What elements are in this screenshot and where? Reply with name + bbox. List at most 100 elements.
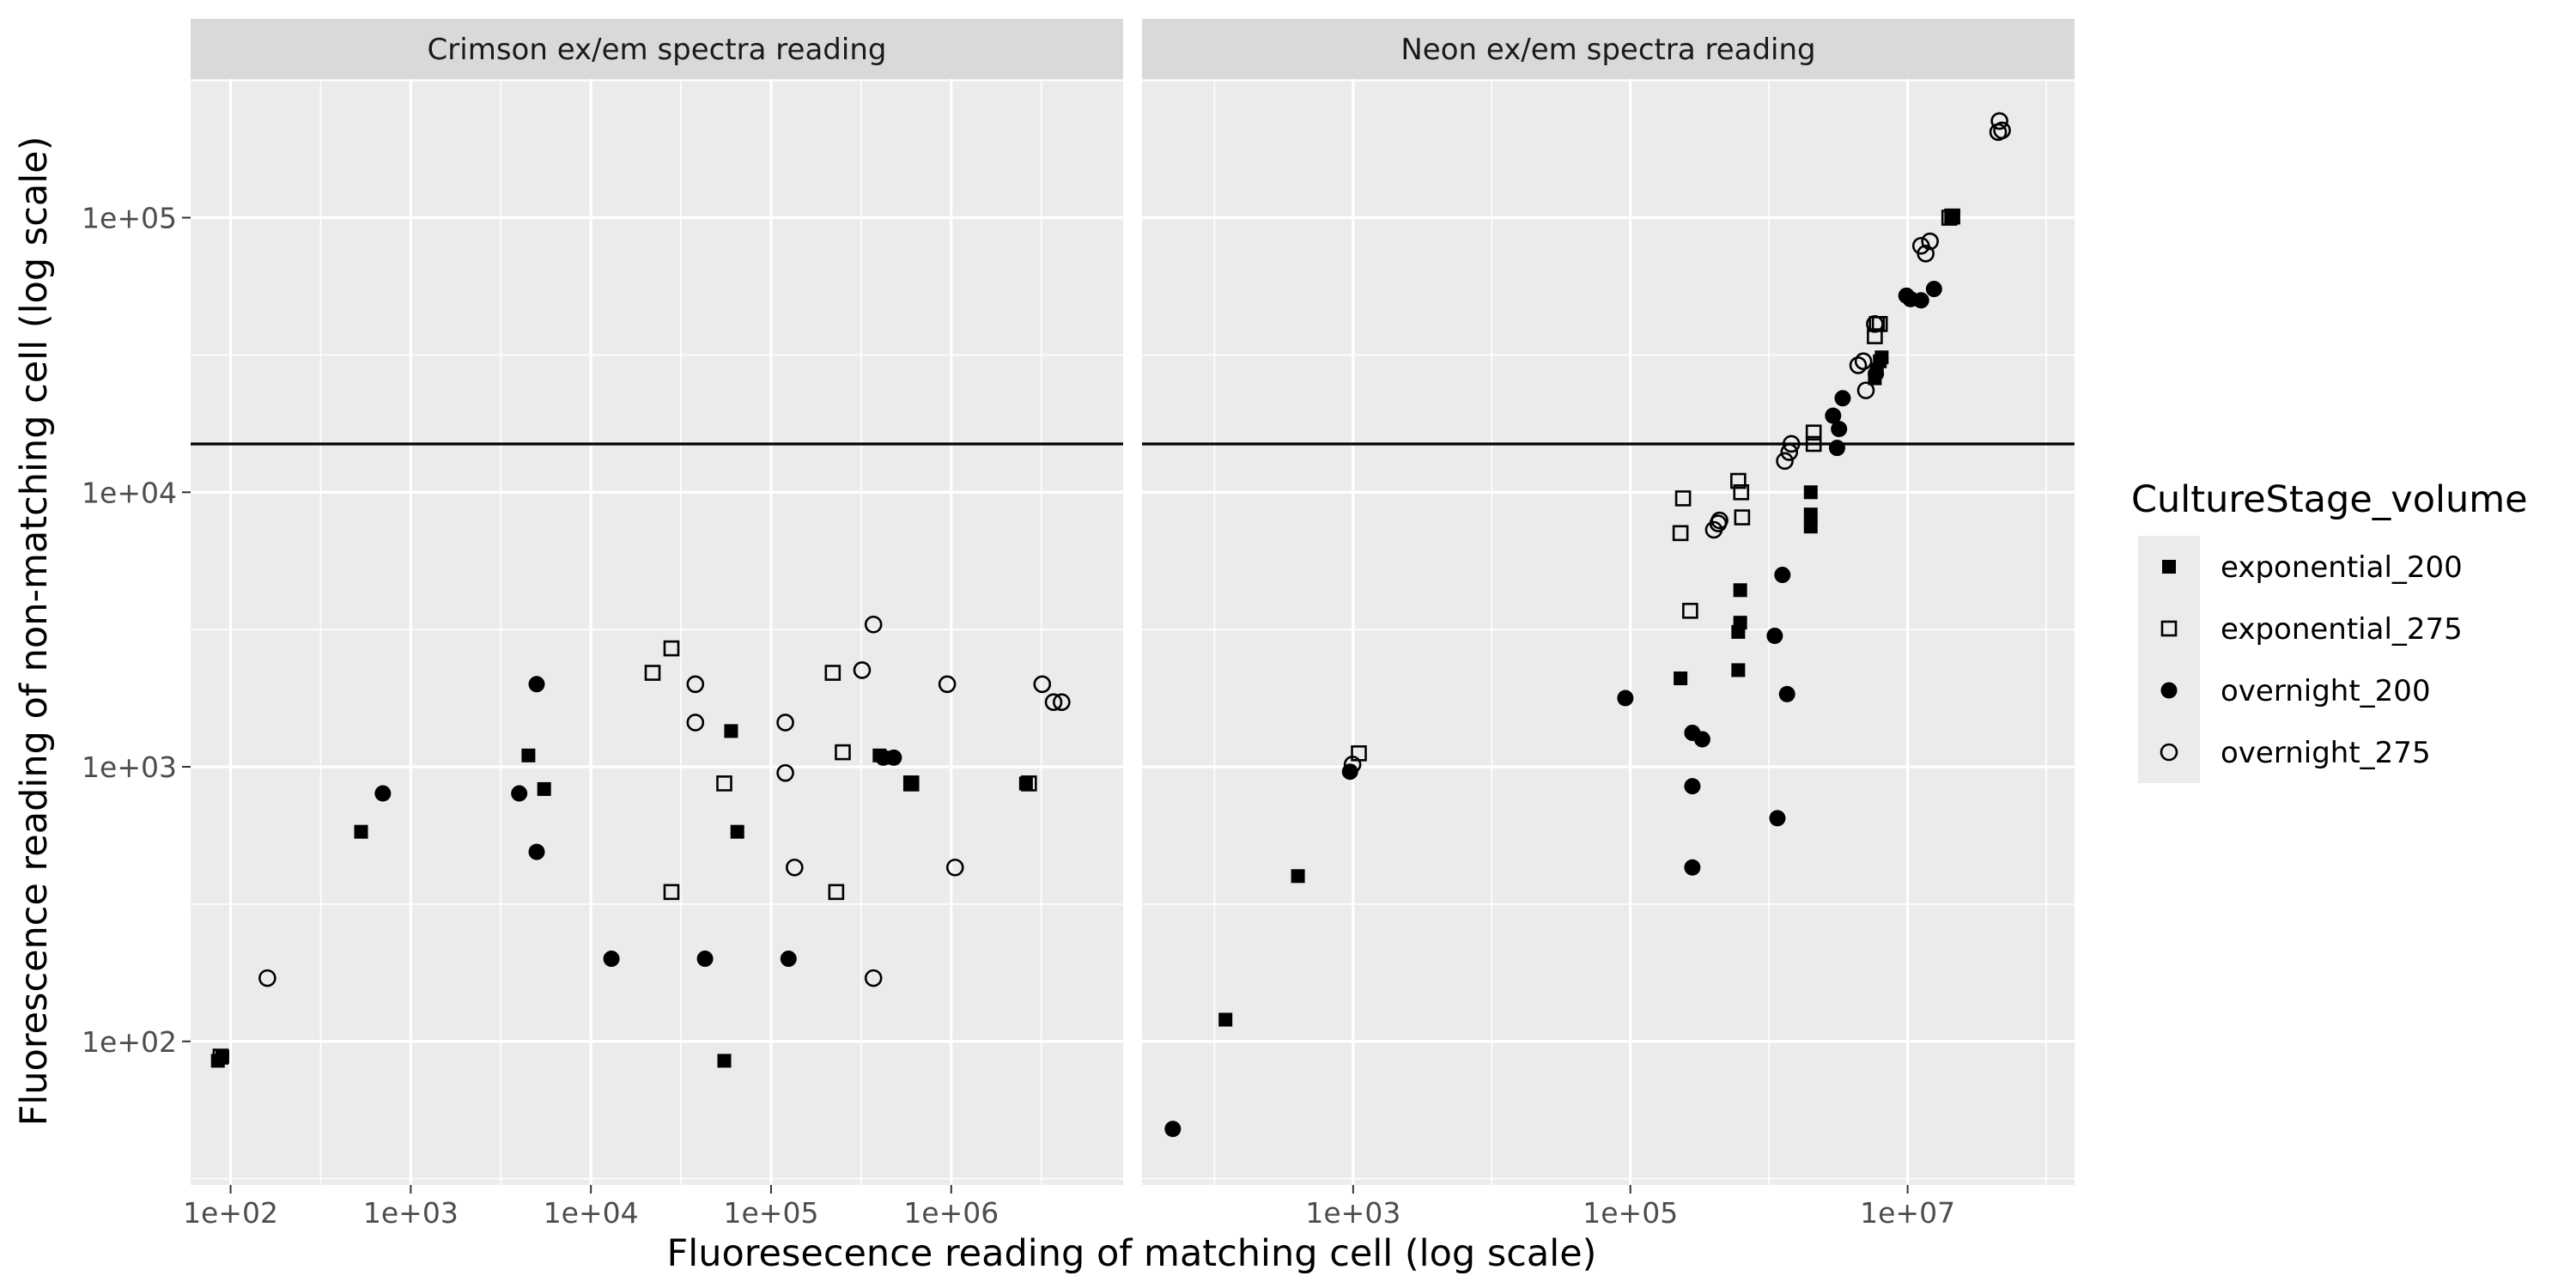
data-point — [1805, 424, 1822, 441]
data-point — [215, 1049, 229, 1064]
data-point — [374, 785, 392, 802]
data-point — [1734, 509, 1751, 526]
data-point — [1674, 671, 1688, 686]
data-point — [1218, 1012, 1233, 1027]
data-point — [776, 714, 794, 732]
data-point — [1778, 685, 1795, 702]
panel-strip — [191, 19, 1123, 79]
data-point — [663, 640, 680, 657]
data-point — [1044, 693, 1063, 712]
y-tick-label: 1e+02 — [82, 1025, 177, 1059]
data-point — [730, 824, 744, 839]
data-point — [1164, 1121, 1182, 1138]
data-point — [1682, 603, 1698, 619]
panel-strip — [1142, 19, 2075, 79]
data-point — [724, 724, 738, 738]
panel-background — [1142, 79, 2075, 1185]
data-point — [1805, 435, 1822, 453]
data-point — [835, 744, 851, 761]
series-overnight_200 — [374, 676, 902, 968]
data-point — [902, 775, 920, 792]
legend-marker — [2160, 620, 2178, 637]
panel-title: Crimson ex/em spectra reading — [428, 33, 887, 67]
legend-label: exponential_200 — [2221, 550, 2463, 585]
data-point — [1769, 810, 1786, 827]
data-point — [528, 676, 545, 693]
data-point — [1825, 407, 1842, 424]
legend-marker — [2160, 743, 2178, 762]
y-tick-label: 1e+03 — [82, 750, 177, 784]
data-point — [644, 665, 661, 681]
data-point — [1693, 731, 1710, 748]
data-point — [938, 675, 957, 694]
data-point — [904, 776, 919, 791]
data-point — [1868, 365, 1885, 382]
data-point — [686, 714, 705, 732]
data-point — [212, 1048, 229, 1065]
x-axis-title: Fluoresecence reading of matching cell (… — [667, 1232, 1597, 1275]
data-point — [1774, 567, 1791, 584]
data-point — [1944, 208, 1960, 225]
data-point — [1849, 356, 1868, 374]
data-point — [1343, 755, 1362, 774]
legend-key — [2138, 598, 2200, 659]
data-point — [1834, 390, 1851, 407]
series-overnight_275 — [258, 615, 1071, 987]
data-point — [1684, 778, 1701, 795]
legend-item-exponential_275: exponential_275 — [2138, 598, 2463, 659]
x-tick-label: 1e+04 — [544, 1196, 639, 1230]
x-tick-label: 1e+06 — [903, 1196, 999, 1230]
data-point — [1831, 421, 1848, 438]
data-point — [1912, 292, 1929, 309]
y-tick-label: 1e+04 — [82, 476, 177, 509]
data-point — [1710, 511, 1728, 530]
data-point — [1780, 443, 1799, 461]
panel-1: Crimson ex/em spectra reading 1e+02 1e+03 1… — [82, 19, 1123, 1230]
legend-title: CultureStage_volume — [2131, 478, 2528, 521]
data-point — [717, 1054, 732, 1068]
data-point — [1854, 352, 1873, 371]
legend-marker — [2162, 560, 2176, 574]
data-point — [776, 763, 794, 782]
legend-label: overnight_275 — [2221, 736, 2431, 770]
data-point — [1867, 328, 1883, 344]
data-point — [1731, 663, 1746, 677]
data-point — [1766, 627, 1783, 644]
legend-marker — [2160, 682, 2178, 699]
legend-item-overnight_275: overnight_275 — [2138, 721, 2431, 783]
data-point — [696, 951, 714, 968]
data-point — [603, 951, 620, 968]
data-point — [1617, 690, 1634, 707]
data-point — [1803, 519, 1818, 534]
panel-background — [191, 79, 1123, 1185]
data-point — [1782, 434, 1801, 453]
data-point — [686, 675, 705, 694]
data-point — [1925, 281, 1942, 298]
series-exponential_275 — [212, 640, 1037, 1065]
data-point — [354, 824, 368, 839]
data-point — [1856, 381, 1875, 399]
data-point — [1733, 583, 1747, 598]
x-tick-label: 1e+05 — [724, 1196, 819, 1230]
legend: CultureStage_volume exponential_200expon… — [2131, 478, 2528, 783]
data-point — [864, 615, 883, 634]
x-tick-label: 1e+03 — [1305, 1196, 1400, 1230]
data-point — [786, 858, 804, 877]
x-tick-label: 1e+03 — [363, 1196, 459, 1230]
data-point — [1874, 350, 1889, 365]
legend-label: overnight_200 — [2221, 674, 2431, 708]
panel-2: Neon ex/em spectra reading 1e+03 1e+05 1e+0… — [1142, 19, 2075, 1230]
data-point — [1674, 490, 1692, 507]
data-point — [1730, 472, 1747, 489]
data-point — [1776, 452, 1794, 471]
legend-label: exponential_275 — [2221, 612, 2463, 647]
data-point — [258, 969, 276, 987]
data-point — [1733, 483, 1750, 501]
data-point — [1828, 440, 1845, 457]
data-point — [1291, 869, 1305, 884]
data-point — [1941, 210, 1958, 226]
data-point — [780, 951, 797, 968]
x-tick-label: 1e+07 — [1860, 1196, 1955, 1230]
series-overnight_275 — [1343, 112, 2011, 774]
legend-key — [2138, 721, 2200, 783]
